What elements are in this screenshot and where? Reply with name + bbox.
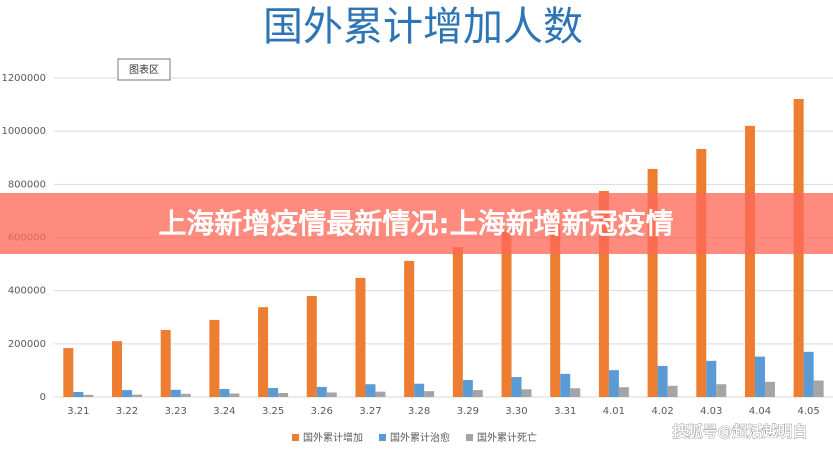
bar bbox=[716, 384, 727, 397]
bar bbox=[764, 381, 775, 397]
bar bbox=[424, 391, 435, 397]
bar bbox=[219, 389, 230, 397]
bar bbox=[550, 213, 561, 397]
x-tick-label: 3.29 bbox=[457, 406, 479, 417]
bar bbox=[355, 277, 366, 397]
y-tick-label: 400000 bbox=[8, 286, 46, 297]
legend-label: 国外累计死亡 bbox=[477, 431, 537, 444]
tooltip: 图表区 bbox=[129, 63, 159, 76]
bar bbox=[306, 295, 317, 397]
y-tick-label: 200000 bbox=[8, 339, 46, 350]
bar bbox=[170, 389, 181, 397]
legend-label: 国外累计增加 bbox=[303, 431, 363, 444]
bar bbox=[316, 386, 327, 397]
bar bbox=[63, 348, 74, 397]
x-tick-label: 3.25 bbox=[262, 406, 284, 417]
bar bbox=[560, 373, 571, 397]
bar bbox=[657, 365, 668, 397]
bar bbox=[180, 393, 191, 397]
watermark: 搜狐号@超活越明白 bbox=[672, 423, 807, 441]
bar bbox=[229, 393, 240, 397]
bar bbox=[744, 125, 755, 397]
bar bbox=[160, 330, 171, 397]
x-tick-label: 4.03 bbox=[700, 406, 722, 417]
x-tick-label: 3.21 bbox=[67, 406, 89, 417]
banner: 上海新增疫情最新情况:上海新增新冠疫情 bbox=[158, 207, 673, 240]
bar bbox=[647, 168, 658, 397]
y-tick-label: 1000000 bbox=[1, 126, 46, 137]
bar bbox=[511, 377, 522, 397]
x-tick-label: 3.28 bbox=[408, 406, 430, 417]
bar bbox=[404, 260, 415, 397]
bar bbox=[462, 379, 473, 397]
bar bbox=[570, 388, 581, 397]
bar bbox=[667, 385, 678, 397]
x-tick-label: 3.23 bbox=[165, 406, 187, 417]
bar bbox=[209, 319, 220, 397]
legend-swatch bbox=[292, 434, 299, 441]
bar bbox=[452, 247, 463, 397]
bar bbox=[598, 190, 609, 397]
x-tick-label: 3.22 bbox=[116, 406, 138, 417]
bar bbox=[73, 391, 84, 397]
legend-swatch bbox=[466, 434, 473, 441]
bar bbox=[258, 307, 269, 397]
bar bbox=[122, 390, 133, 397]
bar bbox=[618, 387, 629, 397]
bar bbox=[83, 394, 94, 397]
bar bbox=[501, 229, 512, 397]
x-tick-label: 4.02 bbox=[651, 406, 673, 417]
y-tick-label: 0 bbox=[40, 392, 46, 403]
x-tick-label: 3.31 bbox=[554, 406, 576, 417]
x-tick-label: 3.30 bbox=[505, 406, 527, 417]
bar bbox=[414, 383, 425, 397]
bar bbox=[132, 394, 143, 397]
bar bbox=[278, 393, 289, 397]
bar bbox=[521, 389, 532, 397]
bar bbox=[375, 391, 386, 397]
y-tick-label: 1200000 bbox=[1, 73, 46, 84]
y-tick-label: 800000 bbox=[8, 179, 46, 190]
x-tick-label: 4.04 bbox=[749, 406, 771, 417]
bar bbox=[608, 370, 619, 397]
bar bbox=[326, 392, 337, 397]
bar bbox=[813, 380, 824, 397]
bar bbox=[696, 148, 707, 397]
x-tick-label: 3.27 bbox=[359, 406, 381, 417]
legend-label: 国外累计治愈 bbox=[390, 431, 450, 444]
x-tick-label: 4.05 bbox=[798, 406, 820, 417]
x-tick-label: 4.01 bbox=[603, 406, 625, 417]
chart-title: 国外累计增加人数 bbox=[263, 4, 583, 50]
bar bbox=[803, 351, 814, 397]
plot: 0200000400000600000800000100000012000003… bbox=[1, 73, 833, 444]
banner-bg bbox=[0, 193, 833, 254]
bar bbox=[112, 341, 123, 397]
x-tick-label: 3.24 bbox=[213, 406, 235, 417]
bar bbox=[754, 356, 765, 397]
bar bbox=[706, 360, 717, 397]
x-tick-label: 3.26 bbox=[311, 406, 333, 417]
legend-swatch bbox=[379, 434, 386, 441]
bar bbox=[472, 390, 483, 397]
tooltip-box bbox=[117, 58, 171, 81]
bar bbox=[268, 387, 279, 397]
bar bbox=[365, 384, 376, 397]
